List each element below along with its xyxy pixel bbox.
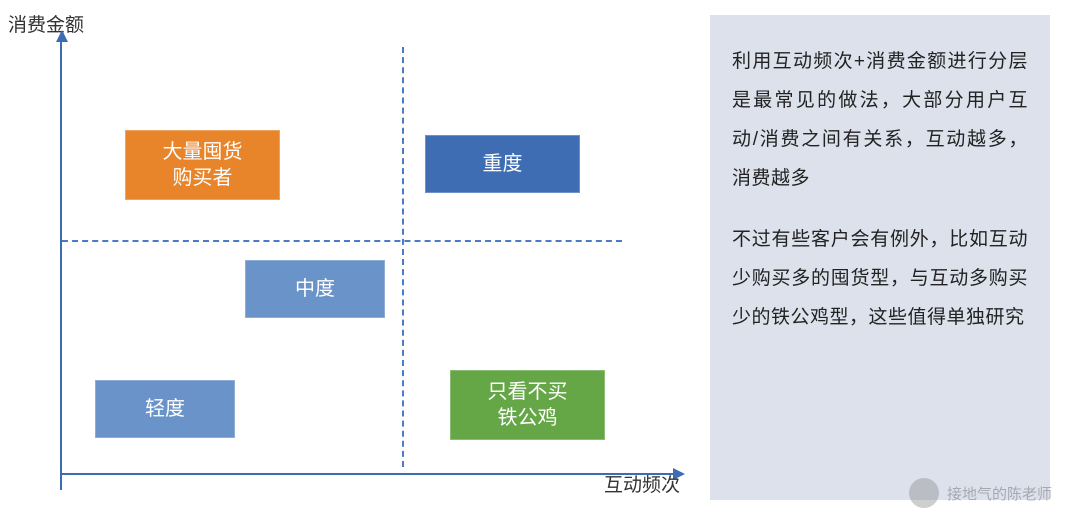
box-bulk-buyer: 大量囤货购买者 (125, 130, 280, 200)
wechat-icon (909, 478, 939, 508)
y-axis-label: 消费金额 (8, 10, 84, 37)
box-light: 轻度 (95, 380, 235, 438)
watermark: 接地气的陈老师 (909, 478, 1052, 508)
x-axis (60, 473, 675, 475)
explanation-panel: 利用互动频次+消费金额进行分层是最常见的做法，大部分用户互动/消费之间有关系，互… (710, 15, 1050, 500)
panel-paragraph-2: 不过有些客户会有例外，比如互动少购买多的囤货型，与互动多购买少的铁公鸡型，这些值… (732, 221, 1028, 338)
quadrant-chart: 消费金额 互动频次 大量囤货购买者 重度 中度 轻度 只看不买铁公鸡 (30, 15, 690, 505)
box-heavy: 重度 (425, 135, 580, 193)
watermark-text: 接地气的陈老师 (947, 483, 1052, 504)
divider-horizontal (62, 240, 622, 242)
box-looker: 只看不买铁公鸡 (450, 370, 605, 440)
y-axis (60, 40, 62, 490)
box-medium: 中度 (245, 260, 385, 318)
panel-paragraph-1: 利用互动频次+消费金额进行分层是最常见的做法，大部分用户互动/消费之间有关系，互… (732, 43, 1028, 199)
x-axis-label: 互动频次 (604, 470, 680, 497)
divider-vertical (402, 47, 404, 467)
